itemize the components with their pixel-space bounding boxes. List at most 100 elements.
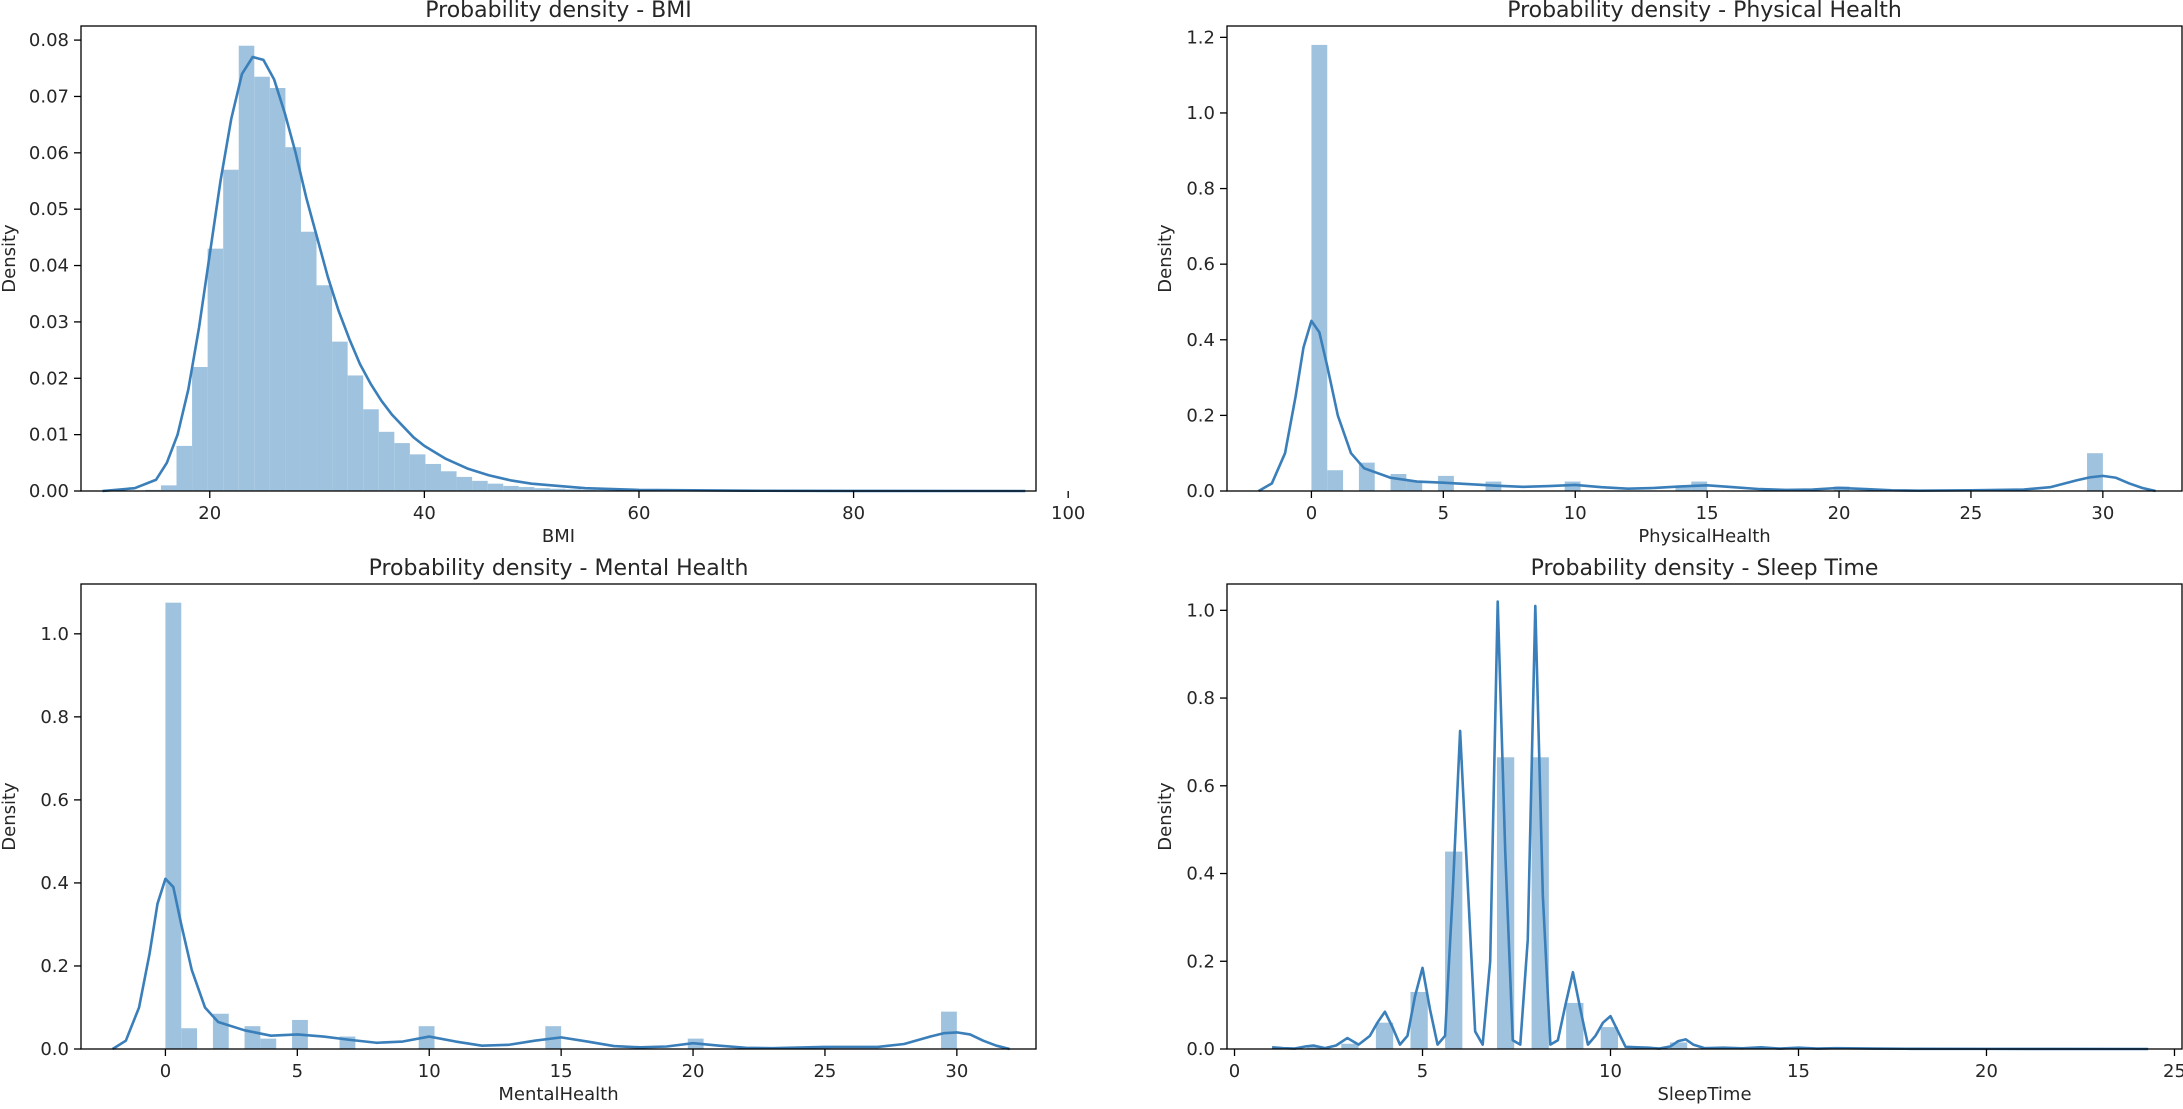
chart-title: Probability density - Mental Health <box>369 556 749 581</box>
y-tick-label: 1.0 <box>40 624 69 645</box>
y-tick-label: 0.07 <box>29 86 69 107</box>
histogram-bar <box>503 485 519 491</box>
x-tick-label: 20 <box>1975 1061 1998 1082</box>
x-tick-label: 30 <box>945 1061 968 1082</box>
x-tick-label: 25 <box>1959 503 1982 524</box>
x-tick-label: 5 <box>1417 1061 1428 1082</box>
histogram-bar <box>534 488 550 491</box>
y-axis-label: Density <box>1155 224 1176 293</box>
x-tick-label: 15 <box>1696 503 1719 524</box>
y-tick-label: 0.01 <box>29 425 69 446</box>
y-tick-label: 1.0 <box>1186 103 1215 124</box>
histogram-bar <box>254 76 270 491</box>
x-tick-label: 15 <box>1787 1061 1810 1082</box>
y-tick-label: 0.8 <box>1186 688 1215 709</box>
plot-frame <box>1226 25 2183 492</box>
histogram-bar <box>456 476 473 491</box>
x-tick-label: 60 <box>628 503 651 524</box>
histogram-bar <box>285 147 301 491</box>
x-tick-label: 10 <box>418 1061 441 1082</box>
y-axis-label: Density <box>0 782 20 851</box>
chart-sleep-time: 0 5 10 15 20 25 0.0 0.2 0.4 0.6 0.8 1.0 Probability … <box>1155 556 2183 1105</box>
y-tick-label: 0.0 <box>1186 1039 1215 1060</box>
histogram-bar <box>316 285 333 491</box>
x-axis-label: BMI <box>542 526 575 547</box>
histogram-bar <box>1675 487 1692 491</box>
histogram-bar <box>441 471 457 491</box>
histogram-bar <box>181 1028 198 1049</box>
histogram-bar <box>518 487 535 491</box>
y-tick-label: 1.2 <box>1186 27 1215 48</box>
x-tick-label: 20 <box>1828 503 1851 524</box>
y-tick-label: 0.8 <box>40 707 69 728</box>
x-tick-label: 10 <box>1599 1061 1622 1082</box>
histogram-bar <box>1341 1043 1359 1049</box>
histogram-bar <box>2087 453 2103 491</box>
histogram-bar <box>332 341 348 491</box>
y-tick-label: 0.06 <box>29 143 69 164</box>
x-tick-label: 5 <box>1438 503 1449 524</box>
y-tick-label: 0.6 <box>1186 254 1215 275</box>
y-tick-label: 0.0 <box>1186 481 1215 502</box>
x-tick-label: 80 <box>842 503 865 524</box>
histogram-bar <box>1669 1042 1688 1049</box>
histogram-bar <box>300 231 317 492</box>
y-tick-label: 0.8 <box>1186 179 1215 200</box>
histogram-bar <box>347 375 364 491</box>
x-tick-label: 40 <box>413 503 436 524</box>
x-tick-label: 100 <box>1051 503 1085 524</box>
x-tick-label: 25 <box>813 1061 836 1082</box>
histogram-bar <box>223 169 239 492</box>
histogram-bar <box>1566 1002 1584 1049</box>
histogram-bar <box>269 88 286 491</box>
y-tick-label: 0.6 <box>40 790 69 811</box>
histogram-bar <box>363 409 379 491</box>
x-axis-label: PhysicalHealth <box>1638 526 1770 547</box>
y-tick-label: 0.05 <box>29 199 69 220</box>
histogram-bar <box>472 480 488 491</box>
histogram-bar <box>207 248 224 491</box>
y-tick-label: 0.08 <box>29 30 69 51</box>
histogram-bar <box>941 1011 957 1049</box>
chart-mental-health: 0 5 10 15 20 25 30 0.0 0.2 0.4 0.6 0.8 1.0 Probabilit… <box>0 556 1037 1105</box>
x-tick-label: 5 <box>292 1061 303 1082</box>
histogram-bar <box>565 489 582 491</box>
y-tick-label: 0.4 <box>1186 330 1215 351</box>
histogram-bar <box>549 488 566 491</box>
y-tick-label: 0.2 <box>1186 405 1215 426</box>
histogram-bar <box>1406 481 1423 491</box>
y-tick-label: 0.04 <box>29 256 69 277</box>
kde-curve <box>111 877 1010 1051</box>
histogram-bar <box>1327 470 1344 491</box>
x-tick-label: 0 <box>160 1061 171 1082</box>
y-tick-label: 0.00 <box>29 481 69 502</box>
histogram-bar <box>409 454 426 491</box>
y-tick-label: 0.4 <box>40 873 69 894</box>
kde-curve <box>1258 319 2156 493</box>
y-axis-label: Density <box>0 224 20 293</box>
y-tick-label: 0.4 <box>1186 864 1215 885</box>
x-tick-label: 15 <box>550 1061 573 1082</box>
histogram-bar <box>1410 991 1428 1049</box>
histogram-bar <box>212 1013 229 1049</box>
histogram-bar <box>1390 473 1407 491</box>
histogram-bar <box>1311 44 1328 492</box>
x-tick-label: 0 <box>1306 503 1317 524</box>
histogram-bar <box>176 445 193 491</box>
chart-bmi: 20 40 60 80 100 0.00 0.01 0.02 0.03 0.04 0.05 0.06 0… <box>0 0 1085 547</box>
histogram-bar <box>1375 1022 1394 1049</box>
y-tick-label: 0.0 <box>40 1039 69 1060</box>
x-tick-label: 0 <box>1229 1061 1240 1082</box>
plot-frame <box>80 583 1037 1050</box>
x-tick-label: 30 <box>2091 503 2114 524</box>
y-tick-label: 0.6 <box>1186 776 1215 797</box>
histogram-bar <box>378 431 395 491</box>
histogram-bar <box>1445 851 1463 1049</box>
chart-physical-health: 0 5 10 15 20 25 30 0.0 0.2 0.4 0.6 0.8 1.0 1.2 Probabi… <box>1155 0 2183 547</box>
histogram-bar <box>394 443 410 491</box>
histogram-bar <box>425 463 441 491</box>
x-tick-label: 25 <box>2163 1061 2183 1082</box>
x-axis-label: MentalHealth <box>498 1084 618 1105</box>
x-tick-label: 10 <box>1564 503 1587 524</box>
